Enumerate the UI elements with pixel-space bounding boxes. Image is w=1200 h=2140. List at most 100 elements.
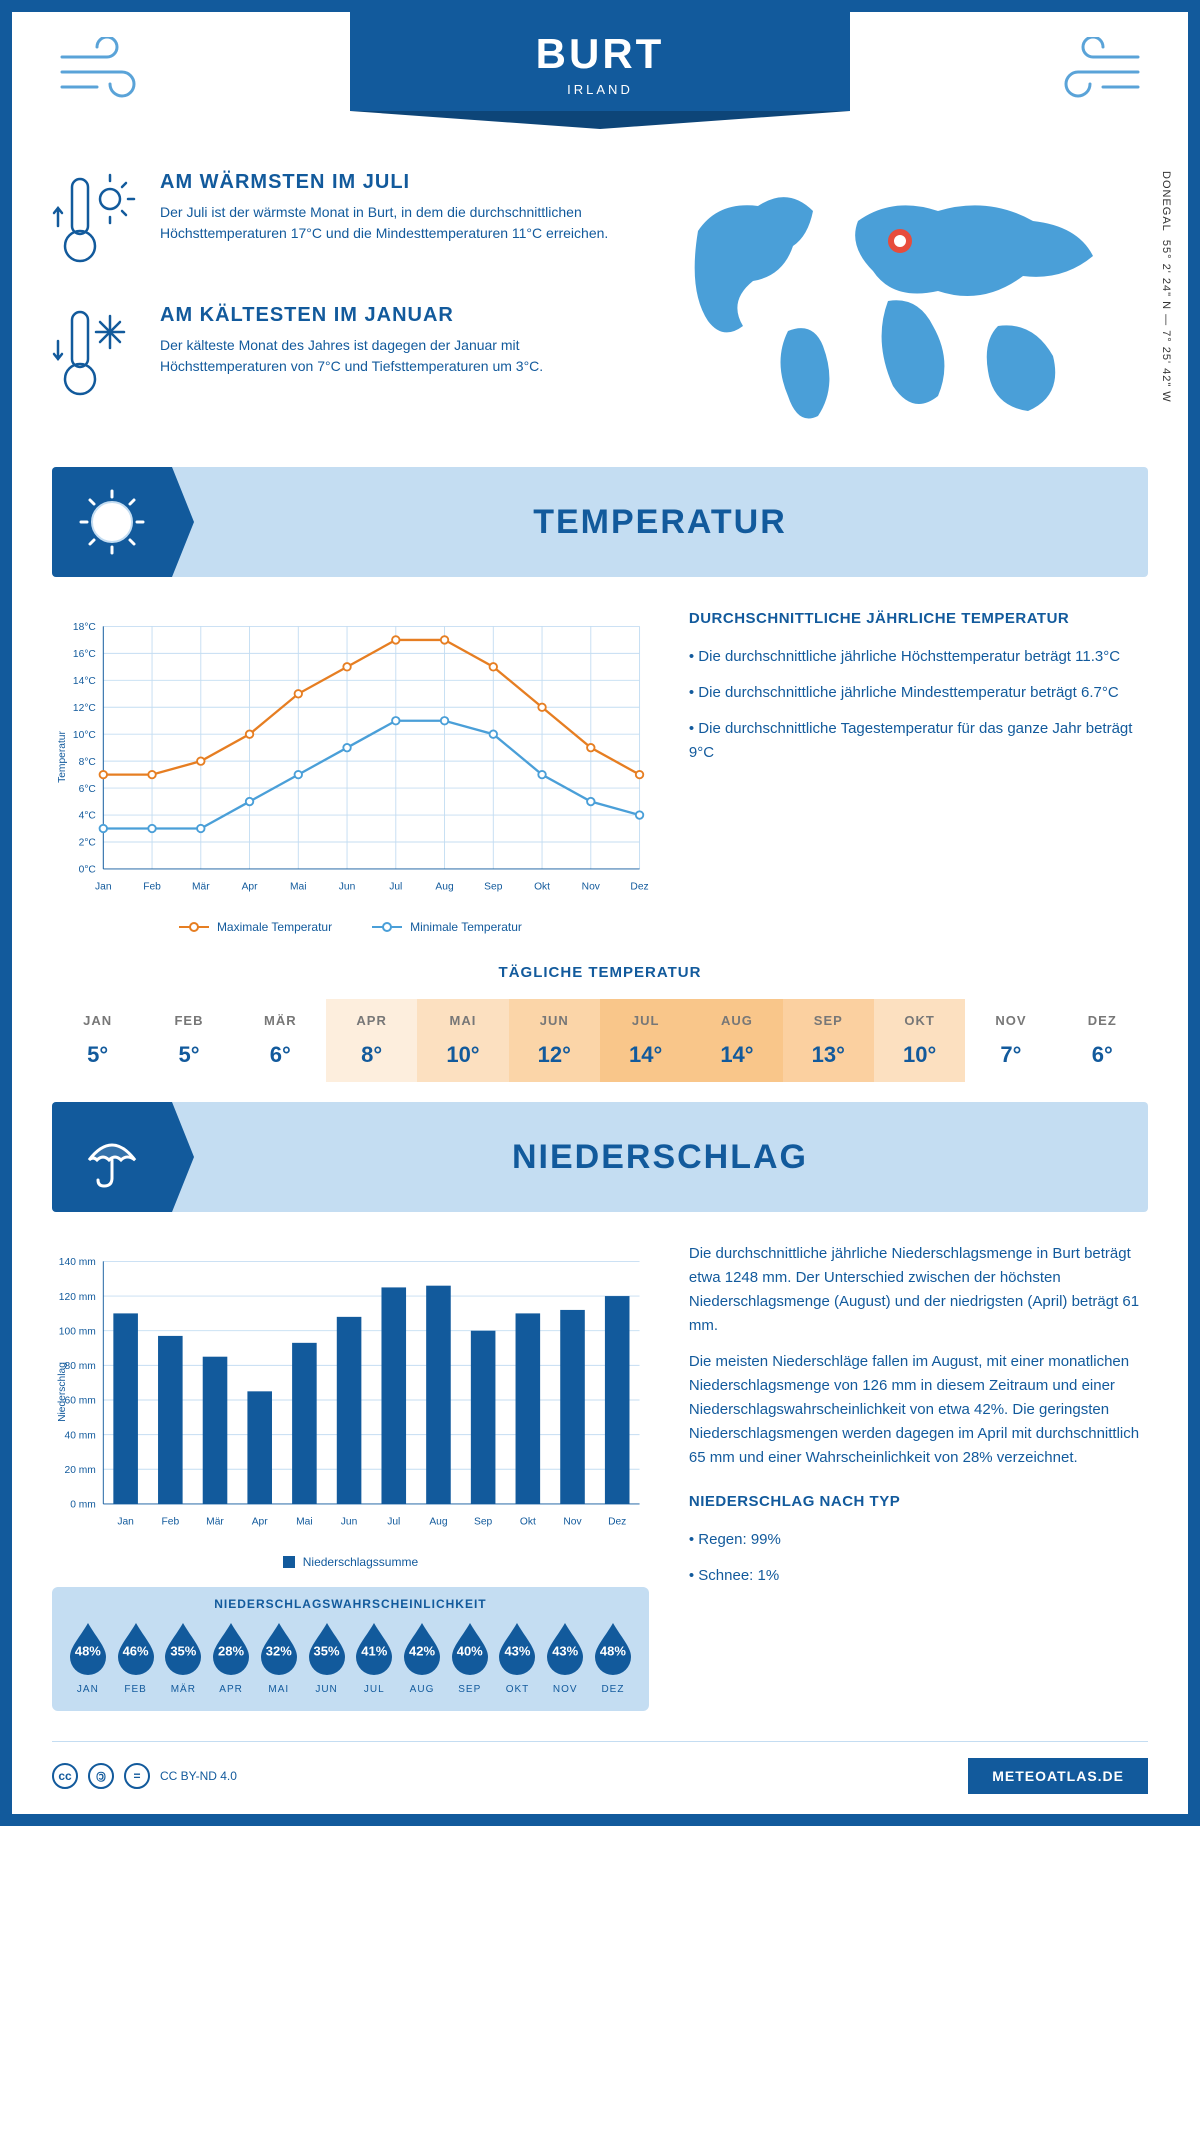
prob-drop: 43%NOV [541, 1621, 589, 1695]
site-badge: METEOATLAS.DE [968, 1758, 1148, 1794]
svg-text:14°C: 14°C [73, 676, 97, 687]
coldest-text: Der kälteste Monat des Jahres ist dagege… [160, 335, 628, 377]
daily-temp-title: TÄGLICHE TEMPERATUR [52, 964, 1148, 981]
temperature-section-bar: TEMPERATUR [52, 467, 1148, 577]
svg-text:Jul: Jul [389, 881, 402, 892]
svg-text:4°C: 4°C [79, 811, 97, 822]
svg-text:60 mm: 60 mm [65, 1396, 96, 1407]
prob-drop: 28%APR [207, 1621, 255, 1695]
prob-drop: 46%FEB [112, 1621, 160, 1695]
svg-text:Jan: Jan [117, 1516, 134, 1527]
svg-text:2°C: 2°C [79, 838, 97, 849]
warmest-block: AM WÄRMSTEN IM JULI Der Juli ist der wär… [52, 171, 628, 276]
svg-text:8°C: 8°C [79, 757, 97, 768]
svg-text:Dez: Dez [630, 881, 648, 892]
svg-text:0 mm: 0 mm [70, 1500, 96, 1511]
svg-text:Jun: Jun [341, 1516, 358, 1527]
svg-text:40 mm: 40 mm [65, 1430, 96, 1441]
by-icon: 🄯 [88, 1763, 114, 1789]
coldest-title: AM KÄLTESTEN IM JANUAR [160, 304, 628, 327]
license-text: CC BY-ND 4.0 [160, 1769, 237, 1783]
svg-text:Aug: Aug [435, 881, 454, 892]
daily-temp-cell: FEB5° [143, 999, 234, 1082]
svg-text:Niederschlag: Niederschlag [57, 1362, 68, 1422]
umbrella-icon [52, 1102, 172, 1212]
svg-text:18°C: 18°C [73, 622, 97, 633]
precip-text-2: Die meisten Niederschläge fallen im Augu… [689, 1350, 1148, 1470]
temp-summary-point: • Die durchschnittliche jährliche Höchst… [689, 645, 1148, 669]
daily-temp-cell: APR8° [326, 999, 417, 1082]
svg-text:120 mm: 120 mm [59, 1292, 96, 1303]
daily-temp-cell: JUN12° [509, 999, 600, 1082]
prob-drop: 40%SEP [446, 1621, 494, 1695]
temp-summary-point: • Die durchschnittliche jährliche Mindes… [689, 681, 1148, 705]
svg-text:0°C: 0°C [79, 865, 97, 876]
svg-text:Jul: Jul [387, 1516, 400, 1527]
svg-text:Mär: Mär [192, 881, 210, 892]
coldest-block: AM KÄLTESTEN IM JANUAR Der kälteste Mona… [52, 304, 628, 409]
svg-text:Feb: Feb [161, 1516, 179, 1527]
daily-temp-cell: DEZ6° [1057, 999, 1148, 1082]
svg-text:Dez: Dez [608, 1516, 626, 1527]
cc-icon: cc [52, 1763, 78, 1789]
svg-text:12°C: 12°C [73, 703, 97, 714]
svg-text:20 mm: 20 mm [65, 1465, 96, 1476]
coordinates: DONEGAL 55° 2' 24" N — 7° 25' 42" W [1160, 171, 1172, 403]
svg-text:Apr: Apr [252, 1516, 269, 1527]
footer: cc 🄯 = CC BY-ND 4.0 METEOATLAS.DE [52, 1741, 1148, 1794]
prob-drop: 48%DEZ [589, 1621, 637, 1695]
thermometer-cold-icon [52, 304, 142, 409]
svg-text:Jun: Jun [339, 881, 356, 892]
infographic-frame: BURT IRLAND AM WÄRMSTEN IM JULI Der Juli… [0, 0, 1200, 1826]
daily-temp-cell: OKT10° [874, 999, 965, 1082]
prob-drop: 48%JAN [64, 1621, 112, 1695]
svg-text:Mai: Mai [290, 881, 307, 892]
daily-temp-cell: NOV7° [965, 999, 1056, 1082]
warmest-text: Der Juli ist der wärmste Monat in Burt, … [160, 202, 628, 244]
svg-text:80 mm: 80 mm [65, 1361, 96, 1372]
svg-text:Aug: Aug [429, 1516, 448, 1527]
nd-icon: = [124, 1763, 150, 1789]
legend-precip: Niederschlagssumme [303, 1555, 418, 1569]
city-title: BURT [350, 30, 850, 78]
thermometer-hot-icon [52, 171, 142, 276]
temp-summary-point: • Die durchschnittliche Tagestemperatur … [689, 717, 1148, 765]
svg-text:Mär: Mär [206, 1516, 224, 1527]
header-ribbon: BURT IRLAND [350, 12, 850, 111]
precipitation-section-bar: NIEDERSCHLAG [52, 1102, 1148, 1212]
precip-type-point: • Regen: 99% [689, 1528, 1148, 1552]
daily-temp-cell: AUG14° [691, 999, 782, 1082]
precipitation-title: NIEDERSCHLAG [172, 1138, 1148, 1177]
prob-drop: 35%JUN [303, 1621, 351, 1695]
daily-temp-cell: SEP13° [783, 999, 874, 1082]
daily-temp-cell: JAN5° [52, 999, 143, 1082]
temp-summary-title: DURCHSCHNITTLICHE JÄHRLICHE TEMPERATUR [689, 607, 1148, 631]
daily-temp-grid: JAN5°FEB5°MÄR6°APR8°MAI10°JUN12°JUL14°AU… [52, 999, 1148, 1082]
prob-drop: 41%JUL [350, 1621, 398, 1695]
svg-text:Sep: Sep [474, 1516, 493, 1527]
svg-text:100 mm: 100 mm [59, 1326, 96, 1337]
warmest-title: AM WÄRMSTEN IM JULI [160, 171, 628, 194]
location-marker [891, 232, 909, 250]
svg-text:Sep: Sep [484, 881, 503, 892]
precip-text-1: Die durchschnittliche jährliche Niedersc… [689, 1242, 1148, 1338]
daily-temp-cell: JUL14° [600, 999, 691, 1082]
precip-type-point: • Schnee: 1% [689, 1564, 1148, 1588]
prob-drop: 42%AUG [398, 1621, 446, 1695]
svg-text:Feb: Feb [143, 881, 161, 892]
prob-drop: 43%OKT [494, 1621, 542, 1695]
temperature-line-chart: 0°C2°C4°C6°C8°C10°C12°C14°C16°C18°CJanFe… [52, 607, 649, 934]
svg-text:Mai: Mai [296, 1516, 313, 1527]
svg-text:Nov: Nov [563, 1516, 582, 1527]
svg-text:Okt: Okt [520, 1516, 536, 1527]
svg-text:10°C: 10°C [73, 730, 97, 741]
legend-max: Maximale Temperatur [217, 920, 332, 934]
precip-type-title: NIEDERSCHLAG NACH TYP [689, 1490, 1148, 1514]
svg-text:Temperatur: Temperatur [57, 730, 68, 782]
svg-text:Apr: Apr [242, 881, 259, 892]
daily-temp-cell: MÄR6° [235, 999, 326, 1082]
svg-text:6°C: 6°C [79, 784, 97, 795]
svg-text:16°C: 16°C [73, 649, 97, 660]
daily-temp-cell: MAI10° [417, 999, 508, 1082]
svg-text:Okt: Okt [534, 881, 550, 892]
